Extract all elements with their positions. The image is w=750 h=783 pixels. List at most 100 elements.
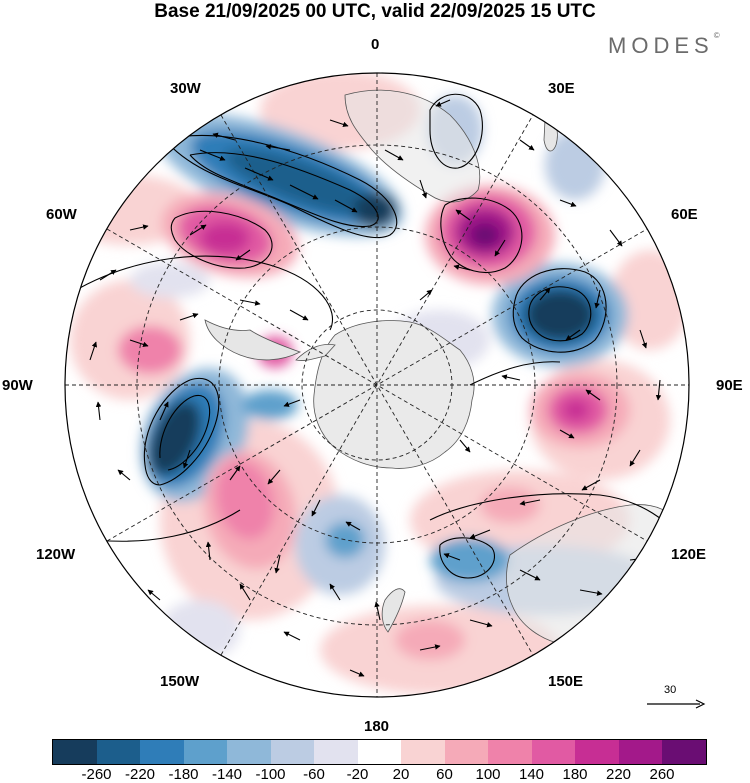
- wind-vector: [501, 374, 521, 381]
- reference-vector-arrow: [647, 699, 706, 709]
- colorbar-swatch: [488, 740, 532, 764]
- contour-line: [189, 152, 379, 228]
- lon-label-90e: 90E: [716, 377, 743, 394]
- antarctic-peninsula: [295, 343, 336, 361]
- wind-vector: [334, 199, 358, 213]
- colorbar-swatch: [401, 740, 445, 764]
- wind-vector: [95, 401, 102, 421]
- contour-line: [440, 197, 523, 273]
- wind-vector: [594, 289, 601, 309]
- colorbar-tick-label: -100: [255, 766, 286, 783]
- wind-vector: [239, 583, 251, 601]
- contour-line: [439, 537, 495, 579]
- wind-vector: [147, 589, 161, 601]
- africa: [344, 89, 481, 203]
- wind-vector: [267, 469, 281, 485]
- wind-vector: [189, 224, 207, 236]
- colorbar-tick-label: -180: [168, 766, 199, 783]
- wind-vector: [459, 439, 471, 453]
- wind-vector: [519, 499, 541, 506]
- colorbar-swatch: [618, 740, 662, 764]
- wind-vector: [212, 132, 236, 141]
- wind-vector: [289, 688, 307, 695]
- colorbar-tick-label: 260: [649, 766, 675, 783]
- wind-vector: [585, 389, 601, 401]
- wind-vector: [289, 184, 319, 200]
- wind-vector: [117, 469, 131, 481]
- lon-label-90w: 90W: [2, 377, 33, 394]
- positive-anomaly: [562, 399, 590, 421]
- lon-label-30w: 30W: [170, 80, 201, 97]
- graticule: [65, 73, 689, 697]
- colorbar-tick-label: 180: [562, 766, 588, 783]
- wind-vector: [539, 287, 551, 301]
- colorbar-tick-label: -220: [124, 766, 156, 783]
- negative-anomaly: [242, 390, 298, 420]
- colorbar-swatch: [575, 740, 619, 764]
- wind-vector: [283, 631, 301, 641]
- colorbar-swatch: [227, 740, 271, 764]
- colorbar-swatch: [96, 740, 140, 764]
- wind-vector: [129, 339, 149, 348]
- colorbar-swatch: [357, 740, 401, 764]
- negative-anomaly: [224, 148, 376, 216]
- lon-label-120e: 120E: [671, 546, 707, 563]
- negative-anomaly: [525, 289, 595, 341]
- wind-vector: [419, 644, 441, 651]
- contour-line: [512, 268, 607, 353]
- positive-anomaly: [200, 222, 250, 254]
- wind-vector: [469, 529, 491, 539]
- reference-vector-label: 30: [664, 684, 677, 696]
- wind-vector: [519, 139, 535, 151]
- contour-line: [94, 509, 241, 542]
- brand-copyright-mark: ©: [713, 31, 720, 40]
- lon-label-60e: 60E: [671, 206, 698, 223]
- colorbar-swatch: [444, 740, 488, 764]
- colorbar-tick-label: 140: [518, 766, 545, 783]
- colorbar-swatch: [183, 740, 227, 764]
- lon-label-60w: 60W: [46, 206, 77, 223]
- chart-title: Base 21/09/2025 00 UTC, valid 22/09/2025…: [154, 1, 596, 22]
- colorbar-tick-label: -20: [346, 766, 369, 783]
- colorbar-swatch: [662, 740, 706, 764]
- wind-vector: [443, 553, 461, 561]
- colorbar-tick-label: 60: [436, 766, 453, 783]
- contour-line: [429, 93, 483, 169]
- wind-vector: [129, 224, 149, 231]
- colorbar-swatch: [531, 740, 575, 764]
- positive-anomaly: [480, 487, 540, 523]
- contour-line: [469, 361, 561, 386]
- anomaly-patch: [160, 600, 240, 660]
- wind-vector: [311, 499, 321, 517]
- wind-vector: [283, 399, 301, 407]
- wind-vector: [629, 449, 641, 467]
- new-zealand: [381, 588, 406, 633]
- positive-anomaly: [216, 460, 274, 540]
- wind-vector: [419, 289, 433, 301]
- contour-line: [159, 394, 211, 471]
- wind-vector: [89, 341, 98, 361]
- wind-vector: [329, 119, 349, 128]
- wind-vector: [199, 149, 226, 161]
- wind-vector: [235, 249, 251, 261]
- lon-label-120w: 120W: [36, 546, 76, 563]
- wind-vector: [609, 229, 623, 247]
- colorbar-swatch: [270, 740, 314, 764]
- lon-label-0: 0: [371, 36, 380, 53]
- wind-vector: [274, 554, 281, 574]
- positive-anomaly: [395, 620, 465, 660]
- wind-vector: [469, 619, 493, 628]
- wind-vector: [579, 589, 603, 596]
- wind-vector: [384, 149, 404, 161]
- meridian-150: [220, 114, 534, 656]
- wind-vector: [289, 309, 309, 321]
- colorbar-tick-label: -60: [303, 766, 325, 783]
- wind-vector: [229, 465, 241, 481]
- wind-vector: [419, 179, 428, 199]
- wind-vector: [565, 329, 581, 341]
- wind-vector: [559, 199, 577, 207]
- wind-vector: [349, 669, 365, 677]
- wind-vector: [453, 264, 471, 271]
- wind-vector: [581, 479, 601, 491]
